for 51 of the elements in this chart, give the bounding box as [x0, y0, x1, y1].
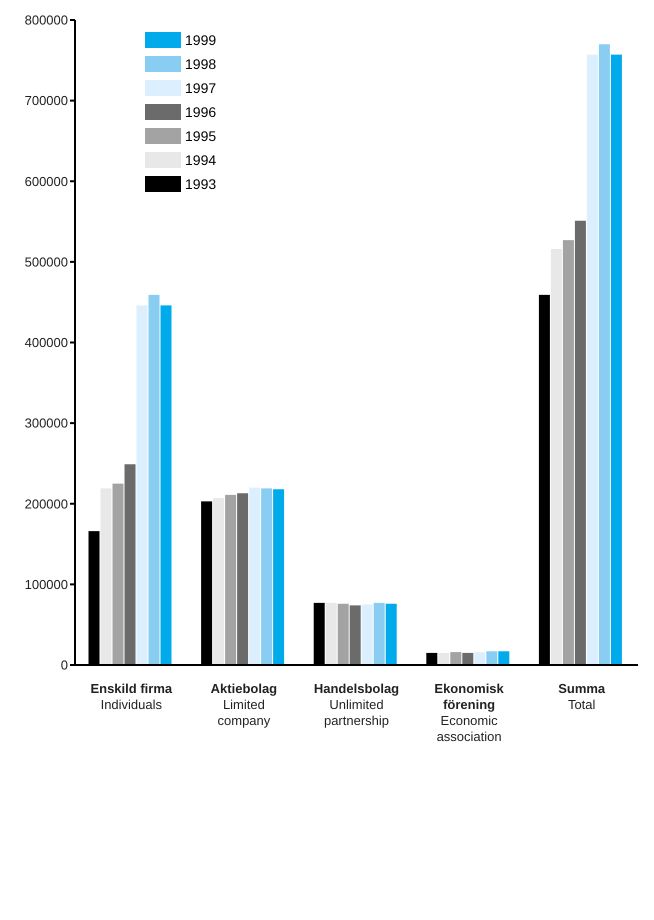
bar	[562, 240, 574, 665]
legend-label: 1997	[185, 80, 216, 96]
bar	[112, 484, 124, 665]
bar	[438, 652, 450, 665]
bar	[350, 605, 361, 665]
legend-label: 1994	[185, 152, 216, 168]
y-tick-label: 400000	[24, 335, 68, 350]
bar	[450, 652, 462, 665]
x-tick-label: Enskild firma Individuals	[90, 681, 173, 712]
bar	[374, 602, 385, 665]
bar	[237, 493, 248, 665]
bar	[273, 489, 284, 665]
bar	[574, 220, 586, 665]
y-tick-label: 0	[60, 658, 68, 673]
legend-label: 1995	[185, 128, 216, 144]
bar	[598, 44, 610, 665]
y-tick-label: 200000	[24, 496, 68, 512]
y-tick-label: 300000	[24, 416, 68, 431]
legend-label: 1999	[185, 32, 216, 48]
x-tick-label: Ekonomisk förening Economic association	[434, 681, 505, 744]
bar	[124, 464, 136, 665]
y-tick-label: 800000	[24, 12, 68, 28]
legend-label: 1996	[185, 104, 216, 120]
legend-label: 1993	[185, 176, 216, 192]
bar	[213, 498, 224, 665]
bar	[498, 651, 510, 665]
y-tick-label: 500000	[24, 254, 68, 270]
bar	[261, 488, 272, 665]
bar	[338, 604, 349, 665]
bar	[486, 651, 498, 665]
y-tick-label: 600000	[24, 174, 68, 189]
bar	[586, 54, 598, 665]
legend-label: 1998	[185, 56, 216, 72]
bar	[136, 305, 148, 665]
y-tick-label: 700000	[24, 93, 68, 108]
bar	[225, 494, 236, 665]
x-tick-label: Summa Total	[558, 681, 606, 712]
y-tick-label: 100000	[24, 576, 68, 592]
bar	[362, 604, 373, 665]
bar	[474, 652, 486, 665]
bar	[326, 602, 337, 665]
bar	[148, 294, 160, 665]
bar	[249, 488, 260, 665]
bar	[160, 305, 172, 665]
x-tick-label: Handelsbolag Unlimited partnership	[314, 681, 400, 728]
bar	[100, 488, 112, 665]
bar	[610, 54, 622, 665]
bar	[386, 604, 397, 665]
x-tick-label: Aktiebolag Limited company	[210, 681, 278, 728]
bar	[550, 248, 562, 665]
bar	[462, 652, 474, 665]
